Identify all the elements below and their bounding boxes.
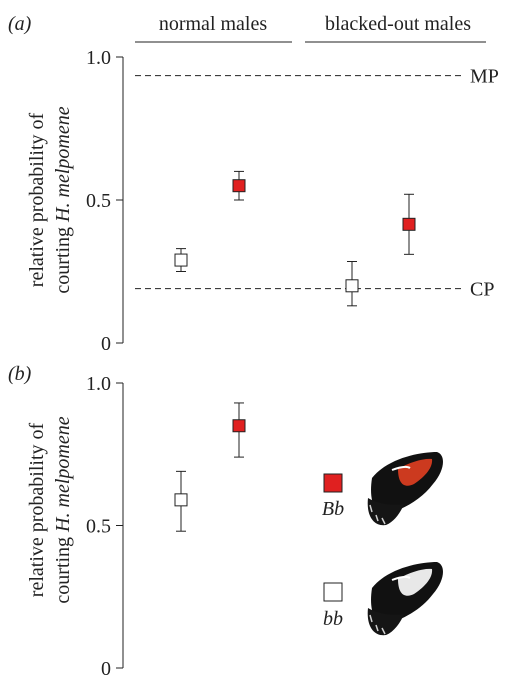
point-Bb-3: [402, 217, 416, 231]
butterfly-wing-red-icon: [367, 452, 443, 526]
panel-a-label: (a): [8, 13, 32, 35]
points-b: [174, 402, 246, 532]
y-ticks-b: 0 0.5 1.0: [86, 373, 123, 677]
y-tick-label-0: 0: [101, 333, 111, 355]
y-ticks-a: 0 0.5 1.0: [86, 47, 123, 355]
y-tick-label-2: 1.0: [86, 373, 111, 395]
point-bb-0: [174, 253, 188, 267]
y-label-b-line2: courting H. melpomene: [52, 416, 74, 603]
butterfly-wing-white-icon: [367, 562, 443, 636]
point-bb-2: [345, 279, 359, 293]
panel-b: (b) 0 0.5 1.0 relative probability of cour…: [8, 363, 443, 677]
panel-a: (a) normal males blacked-out males 0 0.5 1…: [8, 13, 499, 355]
reference-lines-a: MP CP: [135, 66, 499, 301]
y-tick-label-0: 0: [101, 658, 111, 677]
legend: Bb bb: [322, 452, 443, 636]
legend-bb-red-marker: [323, 473, 343, 493]
point-Bb-1: [232, 179, 246, 193]
y-label-a-plain: courting: [52, 222, 74, 294]
point-Bb-1: [232, 419, 246, 433]
y-tick-label-1: 0.5: [86, 190, 111, 212]
legend-label-Bb: Bb: [322, 498, 344, 520]
group-label-blacked-out: blacked-out males: [325, 13, 471, 35]
y-tick-label-2: 1.0: [86, 47, 111, 69]
reference-label-mp: MP: [470, 66, 499, 88]
legend-bb-white-marker: [323, 582, 343, 602]
points-a: [174, 170, 416, 307]
y-label-b-line1: relative probability of: [26, 422, 48, 597]
panel-b-label: (b): [8, 363, 32, 385]
y-label-a-line1: relative probability of: [26, 112, 48, 287]
y-tick-label-1: 0.5: [86, 516, 111, 538]
y-label-a-line2: courting H. melpomene: [52, 106, 74, 293]
reference-label-cp: CP: [470, 279, 494, 301]
group-label-normal: normal males: [159, 13, 268, 35]
point-bb-0: [174, 493, 188, 507]
y-label-a-italic: H. melpomene: [52, 106, 74, 223]
legend-label-bb: bb: [323, 608, 343, 630]
y-label-b-italic: H. melpomene: [52, 416, 74, 533]
y-label-b-plain: courting: [52, 532, 74, 604]
